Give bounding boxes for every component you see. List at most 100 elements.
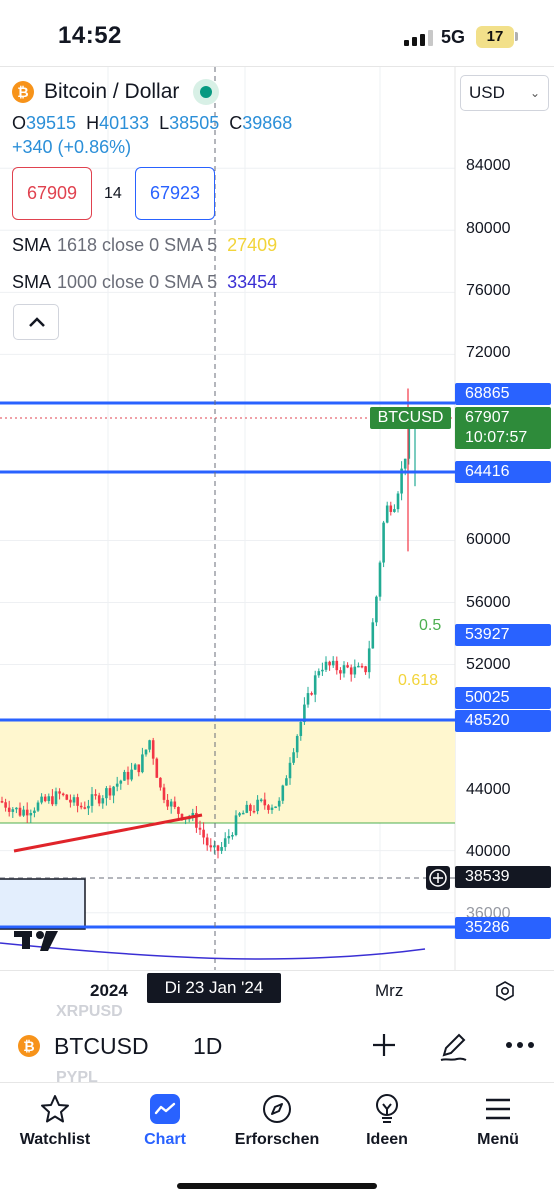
price-tick: 80000 — [466, 220, 511, 237]
tab-erforschen[interactable]: Erforschen — [222, 1091, 332, 1151]
candle-body — [346, 665, 349, 668]
candle-body — [198, 827, 202, 830]
candlestick-chart[interactable] — [0, 67, 554, 970]
price-tick: 60000 — [466, 531, 511, 548]
tradingview-logo-icon — [14, 931, 58, 951]
candle-body — [141, 754, 144, 773]
candle-body — [292, 752, 295, 763]
compass-icon — [263, 1095, 291, 1123]
level-tag-35286[interactable]: 35286 — [455, 917, 551, 939]
indicator-sma-1000[interactable]: SMA 1000 close 0 SMA 5 33454 — [12, 272, 278, 292]
chart-area[interactable]: ₿ Bitcoin / Dollar O39515 H40133 L38505 C39… — [0, 66, 554, 970]
more-options-icon[interactable] — [505, 1041, 535, 1049]
tab-ideen[interactable]: Ideen — [332, 1091, 442, 1151]
candle-body — [79, 805, 83, 808]
symbol-title[interactable]: Bitcoin / Dollar — [44, 80, 180, 103]
candle-body — [313, 675, 317, 695]
candle-body — [43, 796, 47, 802]
price-tick: 72000 — [466, 344, 511, 361]
candle-body — [281, 785, 285, 801]
candle-body — [375, 596, 378, 623]
sell-button[interactable]: 67909 — [12, 167, 92, 220]
candle-body — [357, 665, 360, 668]
low-value: 38505 — [169, 113, 220, 133]
candle-body — [274, 806, 277, 809]
symbol-search-button[interactable]: BTCUSD — [54, 1033, 149, 1059]
candle-body — [15, 807, 18, 810]
time-axis[interactable]: 2024 Di 23 Jan '24 Mrz — [0, 970, 554, 1008]
candle-body — [303, 704, 306, 722]
candle-body — [25, 809, 29, 816]
status-time: 14:52 — [58, 22, 122, 49]
candle-body — [11, 809, 15, 812]
symbol-header[interactable]: ₿ Bitcoin / Dollar — [12, 79, 220, 105]
candle-body — [130, 769, 133, 780]
candle-body — [33, 810, 36, 814]
home-indicator — [177, 1183, 377, 1189]
candle-body — [51, 796, 54, 805]
price-tick: 76000 — [466, 282, 511, 299]
candle-body — [306, 693, 310, 705]
candle-body — [400, 468, 403, 494]
candle-body — [173, 801, 177, 808]
price-tick: 56000 — [466, 594, 511, 611]
candle-body — [263, 799, 267, 806]
candle-body — [169, 801, 173, 807]
level-tag-50025[interactable]: 50025 — [455, 687, 551, 709]
level-tag-64416[interactable]: 64416 — [455, 461, 551, 483]
fib-label-0-5: 0.5 — [419, 617, 442, 634]
buy-button[interactable]: 67923 — [135, 167, 215, 220]
time-label-mrz: Mrz — [375, 981, 404, 1000]
add-alert-icon[interactable] — [426, 866, 450, 890]
close-value: 39868 — [242, 113, 293, 133]
drawing-box — [0, 878, 86, 930]
candle-body — [393, 509, 396, 512]
candle-body — [252, 810, 256, 813]
sma-line — [0, 942, 426, 960]
collapse-legend-button[interactable] — [13, 304, 59, 340]
candle-body — [148, 740, 151, 750]
crosshair-date-tag: Di 23 Jan '24 — [147, 973, 281, 1003]
level-tag-48520[interactable]: 48520 — [455, 710, 551, 732]
tab-chart[interactable]: Chart — [110, 1091, 220, 1151]
candle-body — [335, 660, 339, 671]
chevron-down-icon: ⌄ — [529, 86, 540, 100]
chevron-up-icon — [29, 317, 45, 327]
hamburger-icon — [486, 1098, 510, 1120]
candle-body — [238, 813, 241, 816]
drawing-pen-icon[interactable] — [437, 1031, 469, 1063]
tab-watchlist[interactable]: Watchlist — [0, 1091, 110, 1151]
candle-body — [277, 800, 281, 807]
candle-body — [119, 780, 123, 784]
candle-body — [69, 799, 72, 803]
chart-settings-icon[interactable] — [493, 979, 517, 1003]
level-tag-68865[interactable]: 68865 — [455, 383, 551, 405]
candle-body — [209, 845, 213, 848]
candle-body — [371, 622, 375, 649]
indicator-sma-1618[interactable]: SMA 1618 close 0 SMA 5 27409 — [12, 235, 278, 255]
interval-button[interactable]: 1D — [193, 1033, 223, 1059]
tab-menu[interactable]: Menü — [443, 1091, 553, 1151]
chart-icon — [150, 1094, 180, 1124]
candle-body — [331, 660, 335, 666]
candle-body — [97, 795, 101, 804]
candle-body — [123, 771, 126, 781]
candle-body — [144, 749, 148, 755]
candle-body — [216, 845, 220, 851]
candle-body — [112, 786, 115, 796]
market-open-icon — [193, 79, 220, 105]
trendline — [13, 813, 203, 853]
candle-body — [385, 505, 389, 523]
level-tag-53927[interactable]: 53927 — [455, 624, 551, 646]
currency-select[interactable]: USD ⌄ — [460, 75, 549, 111]
signal-icon — [404, 30, 434, 46]
high-value: 40133 — [99, 113, 150, 133]
candle-body — [367, 648, 371, 673]
current-price-tag: 67907 10:07:57 — [455, 407, 551, 449]
candle-body — [220, 847, 223, 851]
candle-body — [18, 807, 22, 816]
candle-body — [105, 788, 108, 799]
add-icon[interactable] — [370, 1031, 398, 1059]
current-symbol-tag: BTCUSD — [370, 407, 451, 429]
candle-body — [47, 796, 51, 802]
